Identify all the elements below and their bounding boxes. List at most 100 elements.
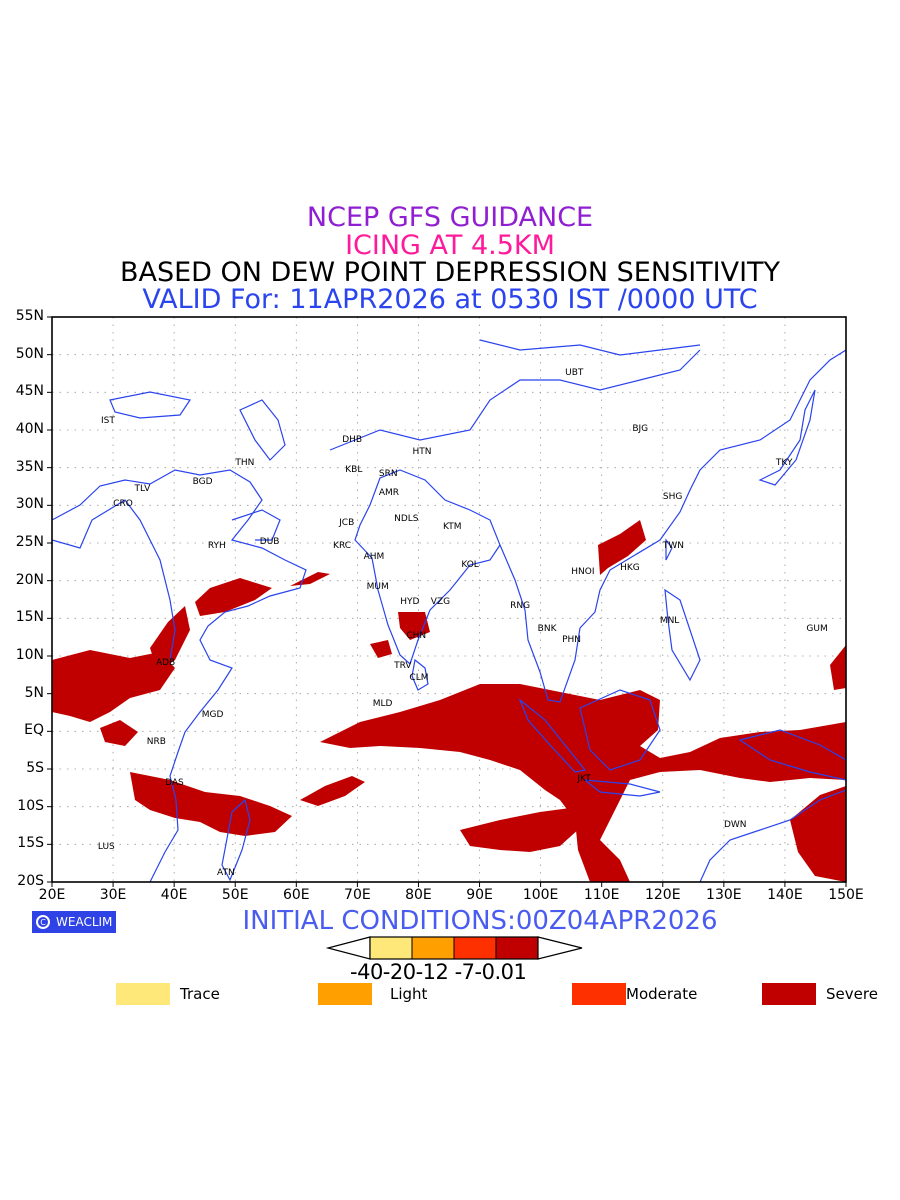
city-label-hnoi: HNOI bbox=[571, 567, 595, 578]
lat-label: 5N bbox=[24, 684, 44, 701]
city-label-ktm: KTM bbox=[443, 521, 462, 532]
city-label-phn: PHN bbox=[562, 634, 582, 645]
lat-label: 30N bbox=[15, 496, 44, 513]
city-label-ryh: RYH bbox=[207, 540, 226, 551]
city-label-srn: SRN bbox=[378, 469, 398, 480]
legend-swatch-severe bbox=[762, 983, 816, 1005]
city-label-lus: LUS bbox=[97, 842, 115, 853]
lon-label: 110E bbox=[583, 887, 620, 903]
city-label-thn: THN bbox=[235, 457, 255, 468]
city-label-gum: GUM bbox=[806, 623, 828, 634]
legend-swatch-light bbox=[318, 983, 372, 1005]
city-label-htn: HTN bbox=[412, 446, 432, 457]
valid-time: VALID For: 11APR2026 at 0530 IST /0000 U… bbox=[142, 284, 758, 315]
colorbar-swatch-light bbox=[412, 937, 454, 959]
city-label-vzg: VZG bbox=[430, 597, 451, 608]
city-label-rng: RNG bbox=[510, 601, 531, 612]
city-label-ahm: AHM bbox=[363, 552, 385, 563]
lon-label: 90E bbox=[466, 887, 493, 903]
weaclim-logo: C WEACLIM bbox=[32, 911, 116, 933]
legend-label-moderate: Moderate bbox=[626, 985, 698, 1003]
city-label-dub: DUB bbox=[259, 537, 280, 547]
lat-label: 5S bbox=[26, 760, 44, 776]
city-label-ist: IST bbox=[100, 416, 115, 427]
lat-label: 20S bbox=[17, 873, 44, 889]
lat-label: 10S bbox=[17, 797, 44, 814]
coastlines bbox=[52, 339, 846, 882]
city-label-atn: ATN bbox=[217, 868, 235, 879]
logo-circle-icon: C bbox=[36, 915, 50, 929]
lon-label: 40E bbox=[160, 887, 188, 903]
city-label-dwn: DWN bbox=[723, 819, 747, 830]
colorbar-swatch-moderate bbox=[454, 937, 496, 959]
lon-label: 100E bbox=[522, 887, 559, 903]
title-line-1: NCEP GFS GUIDANCE bbox=[306, 202, 594, 233]
city-label-ubt: UBT bbox=[565, 367, 584, 378]
lon-label: 130E bbox=[706, 887, 742, 903]
lat-label: 55N bbox=[15, 308, 44, 324]
city-label-shg: SHG bbox=[662, 491, 683, 502]
legend-swatch-moderate bbox=[572, 983, 626, 1005]
city-label-ndls: NDLS bbox=[394, 514, 419, 525]
city-label-hkg: HKG bbox=[620, 563, 640, 574]
city-label-chn: CHN bbox=[406, 631, 427, 642]
city-label-clm: CLM bbox=[409, 672, 429, 683]
city-label-cro: CRO bbox=[113, 499, 133, 510]
lon-label: 120E bbox=[644, 887, 681, 903]
city-label-mum: MUM bbox=[366, 582, 389, 593]
city-label-bnk: BNK bbox=[537, 623, 557, 634]
colorbar-swatch-severe bbox=[496, 937, 538, 959]
colorbar-swatch-trace bbox=[370, 937, 412, 959]
lat-label: 15S bbox=[17, 835, 44, 852]
map-frame bbox=[51, 316, 847, 883]
lon-label: 60E bbox=[282, 887, 310, 903]
city-label-bjg: BJG bbox=[632, 424, 649, 434]
colorbar-right-arrow bbox=[537, 936, 583, 960]
legend-label-light: Light bbox=[390, 985, 428, 1003]
lat-label: 45N bbox=[15, 383, 44, 400]
legend-label-trace: Trace bbox=[180, 985, 220, 1003]
lon-label: 20E bbox=[38, 887, 66, 903]
legend-swatch-trace bbox=[116, 983, 170, 1005]
city-label-mld: MLD bbox=[372, 698, 393, 709]
city-label-trv: TRV bbox=[394, 661, 412, 672]
city-label-tlv: TLV bbox=[134, 484, 151, 495]
city-label-das: DAS bbox=[165, 778, 184, 789]
city-label-twn: TWN bbox=[662, 540, 685, 551]
title-line-3: BASED ON DEW POINT DEPRESSION SENSITIVIT… bbox=[119, 257, 781, 288]
title-line-2: ICING AT 4.5KM bbox=[345, 230, 555, 261]
city-label-nrb: NRB bbox=[146, 736, 166, 747]
city-label-kol: KOL bbox=[461, 559, 479, 570]
city-label-tky: TKY bbox=[775, 457, 793, 468]
city-label-kbl: KBL bbox=[345, 465, 363, 476]
logo-text: WEACLIM bbox=[56, 915, 113, 929]
city-label-dhb: DHB bbox=[342, 435, 363, 446]
lon-label: 150E bbox=[828, 887, 864, 903]
city-label-mgd: MGD bbox=[201, 710, 224, 721]
lon-label: 80E bbox=[405, 887, 432, 903]
city-label-bgd: BGD bbox=[192, 476, 213, 487]
lat-label: 15N bbox=[15, 609, 44, 626]
colorbar bbox=[325, 936, 583, 960]
lat-label: 10N bbox=[15, 647, 44, 663]
legend-label-severe: Severe bbox=[826, 985, 878, 1003]
colorbar-left-arrow bbox=[325, 936, 371, 960]
city-label-adb: ADB bbox=[155, 657, 176, 668]
lat-label: 20N bbox=[15, 571, 44, 588]
lat-label: 50N bbox=[15, 345, 44, 362]
lon-label: 70E bbox=[344, 887, 371, 903]
city-label-amr: AMR bbox=[378, 488, 400, 499]
lon-label: 50E bbox=[221, 887, 249, 903]
initial-conditions: INITIAL CONDITIONS:00Z04APR2026 bbox=[242, 906, 718, 936]
lat-label: 25N bbox=[15, 534, 44, 550]
city-label-jkt: JKT bbox=[577, 774, 591, 785]
city-label-mnl: MNL bbox=[659, 616, 680, 627]
city-label-krc: KRC bbox=[333, 540, 352, 551]
colorbar-values: -40-20-12 -7-0.01 bbox=[350, 960, 527, 984]
lat-label: EQ bbox=[24, 722, 44, 739]
lat-label: 35N bbox=[15, 458, 44, 475]
lon-label: 140E bbox=[767, 887, 803, 903]
lon-label: 30E bbox=[99, 887, 127, 903]
lat-label: 40N bbox=[15, 421, 44, 437]
